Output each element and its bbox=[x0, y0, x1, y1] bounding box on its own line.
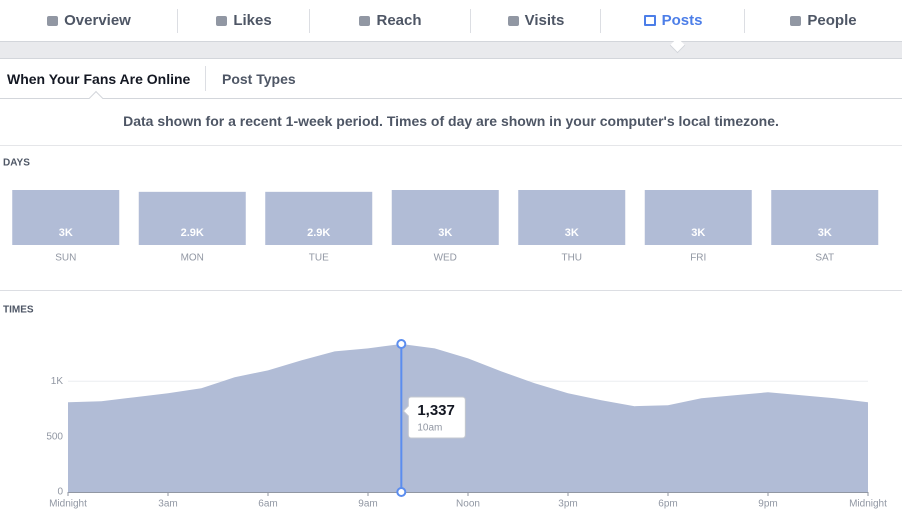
bar bbox=[644, 190, 752, 245]
sub-tabs: When Your Fans Are Online Post Types bbox=[0, 59, 902, 99]
day-label: WED bbox=[434, 253, 457, 264]
x-tick-label: 9am bbox=[358, 499, 377, 510]
bar bbox=[12, 190, 120, 245]
bar bbox=[391, 190, 499, 245]
y-tick-label: 500 bbox=[46, 431, 63, 442]
tab[interactable]: People bbox=[745, 0, 902, 41]
y-tick-label: 0 bbox=[57, 487, 63, 498]
tab[interactable]: Overview bbox=[0, 0, 178, 41]
x-tick-label: 3am bbox=[158, 499, 177, 510]
tab-label[interactable]: Likes bbox=[233, 12, 272, 29]
tooltip-time: 10am bbox=[417, 423, 442, 434]
day-label: SAT bbox=[815, 253, 834, 264]
bar-value-label: 3K bbox=[438, 227, 452, 239]
area bbox=[68, 343, 868, 492]
hover-point bbox=[396, 338, 407, 349]
tab-icon bbox=[790, 15, 802, 26]
bar bbox=[138, 191, 246, 245]
tab[interactable]: Posts bbox=[601, 0, 745, 41]
x-tick-label: 3pm bbox=[558, 499, 577, 510]
tab-icon bbox=[507, 15, 519, 26]
section-title: TIMES bbox=[3, 305, 34, 316]
bar bbox=[265, 191, 373, 245]
tab-icon bbox=[643, 15, 656, 26]
day-label: TUE bbox=[309, 253, 329, 264]
tab-icon bbox=[47, 15, 59, 26]
subtab[interactable]: Post Types bbox=[222, 70, 296, 87]
x-tick-label: 6pm bbox=[658, 499, 677, 510]
tab-label[interactable]: People bbox=[807, 12, 857, 29]
tab-label[interactable]: Overview bbox=[64, 12, 131, 29]
day-label: MON bbox=[181, 253, 204, 264]
x-tick-label: Noon bbox=[456, 499, 480, 510]
bar-value-label: 3K bbox=[691, 227, 705, 239]
day-label: FRI bbox=[690, 253, 706, 264]
bar bbox=[771, 190, 879, 245]
day-label: THU bbox=[561, 253, 582, 264]
tab-label[interactable]: Posts bbox=[661, 12, 703, 29]
subtab[interactable]: When Your Fans Are Online bbox=[0, 66, 206, 91]
x-tick-label: Midnight bbox=[49, 499, 87, 510]
tab-sep bbox=[470, 9, 471, 33]
x-tick-label: Midnight bbox=[849, 499, 887, 510]
tooltip-box bbox=[402, 396, 466, 439]
bar-value-label: 2.9K bbox=[307, 227, 330, 239]
nav-tabs: Overview Likes Reach Visits Posts People bbox=[0, 0, 902, 42]
tab-sep bbox=[177, 9, 178, 33]
tab-icon bbox=[216, 15, 228, 26]
tooltip-value: 1,337 bbox=[417, 402, 455, 419]
tab-label[interactable]: Visits bbox=[524, 12, 565, 29]
tab-icon bbox=[359, 15, 371, 26]
tab[interactable]: Likes bbox=[178, 0, 310, 41]
day-label: SUN bbox=[55, 253, 76, 264]
tab-sep bbox=[600, 9, 601, 33]
x-tick-label: 6am bbox=[258, 499, 277, 510]
bar-value-label: 3K bbox=[565, 227, 579, 239]
bar-value-label: 3K bbox=[59, 227, 73, 239]
tab-label[interactable]: Reach bbox=[376, 12, 422, 29]
tab-sep bbox=[309, 9, 310, 33]
bar-value-label: 3K bbox=[818, 227, 832, 239]
bar bbox=[518, 190, 626, 245]
bar-value-label: 2.9K bbox=[181, 227, 204, 239]
tab-sep bbox=[744, 9, 745, 33]
period-note: Data shown for a recent 1-week period. T… bbox=[123, 113, 779, 129]
y-tick-label: 1K bbox=[51, 376, 64, 387]
section-title: DAYS bbox=[3, 158, 30, 169]
tab[interactable]: Visits bbox=[471, 0, 601, 41]
x-tick-label: 9pm bbox=[758, 499, 777, 510]
hover-base bbox=[396, 487, 407, 497]
tab[interactable]: Reach bbox=[310, 0, 471, 41]
